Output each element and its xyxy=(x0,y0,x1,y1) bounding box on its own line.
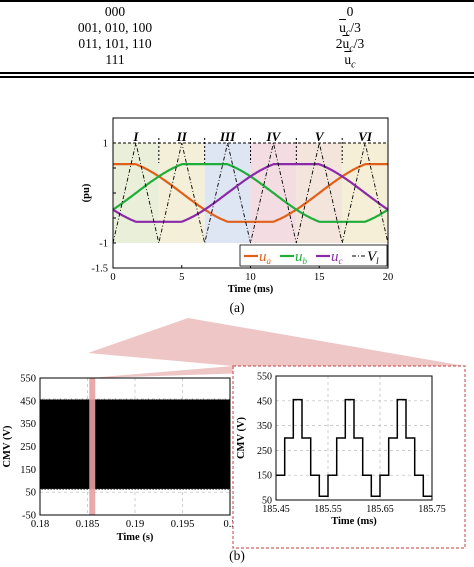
y-tick-label: 50 xyxy=(26,488,37,499)
table-top-rule xyxy=(0,0,474,2)
y-tick-label: -1.5 xyxy=(91,264,108,275)
x-tick-label: 185.55 xyxy=(314,504,342,515)
x-axis-label: Time (ms) xyxy=(228,284,274,295)
table-row: 001, 010, 100 uc/3 xyxy=(0,20,474,39)
y-tick-label: 450 xyxy=(257,396,272,407)
x-tick-label: 185.65 xyxy=(366,504,394,515)
legend-box xyxy=(239,244,388,267)
table-cell-cmv: uc xyxy=(344,52,356,71)
x-tick-label: 0.18 xyxy=(31,519,49,530)
series-carrier xyxy=(112,142,389,244)
x-tick-label: 0 xyxy=(110,272,115,283)
x-tick-label: 0.19 xyxy=(126,519,144,530)
zoom-region xyxy=(89,378,96,515)
table-cell-states: 111 xyxy=(105,52,125,67)
table-row: 111 uc xyxy=(0,52,474,71)
x-tick-label: 0.195 xyxy=(171,519,195,530)
cmv-waveform xyxy=(39,398,230,490)
figure-a-caption: (a) xyxy=(229,300,245,315)
y-tick-label: 150 xyxy=(257,471,272,482)
table-row: 011, 101, 110 2uc/3 xyxy=(0,36,474,55)
y-tick-label: 250 xyxy=(257,446,272,457)
x-axis-label: Time (ms) xyxy=(331,516,377,527)
x-tick-label: 185.75 xyxy=(418,504,446,515)
sector-label: VI xyxy=(358,129,373,144)
x-tick-label: 20 xyxy=(383,272,394,283)
cmv-waveform-spikes xyxy=(39,398,230,490)
y-tick-label: 250 xyxy=(20,442,36,453)
legend: ua ub uc Vl xyxy=(239,244,388,267)
y-tick-label: 50 xyxy=(262,496,272,507)
x-axis-label: Time (s) xyxy=(117,532,154,543)
table-cell-states: 000 xyxy=(104,4,126,19)
table-bottom-rule xyxy=(0,76,474,78)
y-axis-label: (pu) xyxy=(81,183,92,202)
y-tick-label: 1 xyxy=(103,139,108,150)
x-tick-label: 5 xyxy=(179,272,184,283)
zoom-wedge-top xyxy=(88,318,465,366)
y-tick-label: -50 xyxy=(22,511,36,522)
y-tick-label: -1 xyxy=(99,239,108,250)
sector-label: I xyxy=(132,129,139,144)
x-tick-label: 10 xyxy=(245,272,256,283)
sector-label: IV xyxy=(266,129,282,144)
legend-entry: Vl xyxy=(367,249,379,266)
y-tick-label: 450 xyxy=(20,396,36,407)
legend-entry: uc xyxy=(331,249,343,266)
table-bottom-rule xyxy=(0,72,474,74)
table-row: 000 0 xyxy=(0,4,474,20)
table-cell-cmv: 2uc/3 xyxy=(335,36,365,55)
y-axis-label: CMV (V) xyxy=(236,416,247,459)
table-cell-states: 001, 010, 100 xyxy=(77,20,153,35)
x-tick-label: 185.45 xyxy=(262,504,290,515)
inset-waveform xyxy=(276,398,432,498)
y-tick-label: 350 xyxy=(20,419,36,430)
sector-label: V xyxy=(315,129,325,144)
inset-frame xyxy=(275,375,433,501)
table-cell-cmv: 0 xyxy=(346,4,354,19)
x-tick-label: 0.185 xyxy=(76,519,100,530)
x-tick-label: 0.2 xyxy=(223,519,236,530)
x-tick-label: 15 xyxy=(314,272,325,283)
table-cell-cmv: uc/3 xyxy=(339,20,361,39)
y-tick-label: 150 xyxy=(20,465,36,476)
inset-border xyxy=(232,365,466,549)
y-tick-label: 550 xyxy=(257,372,272,383)
sector-label: III xyxy=(219,129,236,144)
table-cell-states: 011, 101, 110 xyxy=(78,36,152,51)
y-tick-label: 350 xyxy=(257,421,272,432)
plot-frame xyxy=(39,377,231,516)
figure-b-caption: (b) xyxy=(229,548,245,563)
y-tick-label: 550 xyxy=(20,374,36,385)
y-axis-label: CMV (V) xyxy=(2,425,13,468)
series-u-c xyxy=(112,163,389,223)
sector-label: II xyxy=(176,129,188,144)
